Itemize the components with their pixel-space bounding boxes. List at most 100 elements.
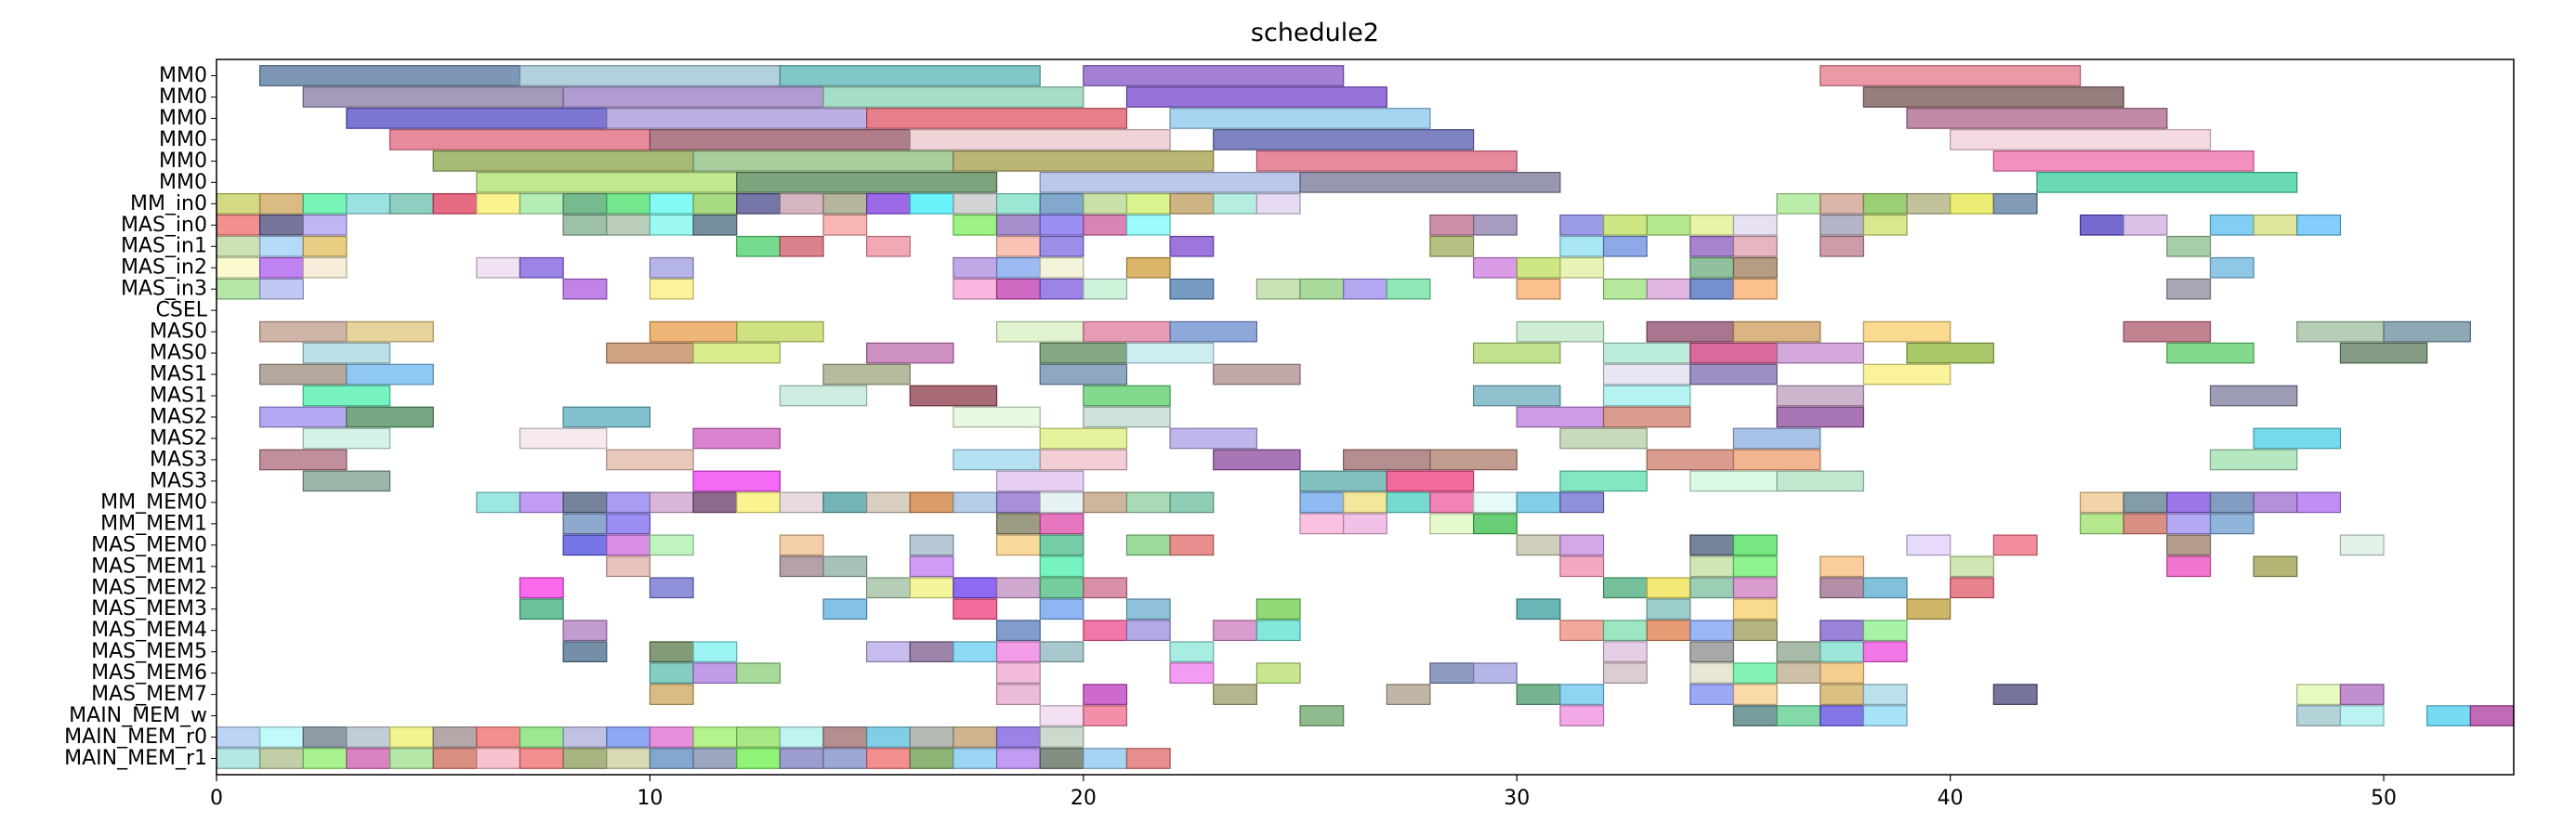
task-bar: [1169, 662, 1215, 684]
task-bar: [2253, 214, 2298, 236]
task-bar: [953, 150, 1215, 172]
row-label: MM_in0: [130, 192, 207, 216]
task-bar: [995, 320, 1084, 343]
task-bar: [519, 256, 564, 279]
task-bar: [1083, 278, 1128, 300]
task-bar: [1776, 641, 1821, 663]
task-bar: [866, 577, 911, 599]
task-bar: [649, 641, 694, 663]
row-label: MM0: [159, 171, 207, 194]
task-bar: [1083, 620, 1128, 642]
task-bar: [649, 491, 694, 514]
task-bar: [259, 320, 348, 343]
task-bar: [1255, 192, 1301, 215]
task-bar: [476, 748, 521, 769]
row-label: MAS0: [150, 320, 207, 344]
task-bar: [1559, 684, 1605, 705]
task-bar: [692, 748, 738, 769]
task-bar: [1213, 192, 1257, 215]
task-bar: [1646, 449, 1735, 471]
task-bar: [216, 192, 261, 215]
task-bar: [692, 641, 738, 663]
task-bar: [259, 256, 304, 279]
task-bar: [822, 598, 868, 620]
task-bar: [995, 235, 1041, 257]
task-bar: [1862, 641, 1908, 663]
task-bar: [1689, 214, 1735, 236]
task-bar: [1646, 214, 1691, 236]
task-bar: [302, 86, 564, 108]
task-bar: [1343, 491, 1387, 514]
task-bar: [1732, 278, 1778, 300]
task-bar: [346, 748, 391, 769]
task-bar: [606, 449, 694, 471]
task-bar: [1473, 385, 1561, 407]
task-bar: [2166, 235, 2212, 257]
task-bar: [302, 726, 348, 748]
x-tick-label: 30: [1504, 787, 1530, 810]
task-bar: [1732, 705, 1778, 726]
task-bar: [2253, 427, 2342, 450]
task-bar: [909, 491, 954, 514]
task-bar: [1689, 342, 1778, 364]
task-bar: [1473, 256, 1518, 279]
task-bar: [1125, 748, 1171, 769]
task-bar: [1602, 235, 1648, 257]
task-bar: [1516, 598, 1561, 620]
task-bar: [649, 577, 694, 599]
task-bar: [1473, 491, 1518, 514]
task-bar: [2339, 534, 2385, 556]
task-bar: [2079, 513, 2124, 535]
task-bar: [1429, 449, 1518, 471]
task-bar: [1776, 705, 1821, 726]
task-bar: [1169, 278, 1215, 300]
row-label: MAS_in2: [121, 256, 207, 280]
task-bar: [692, 726, 738, 748]
task-bar: [866, 342, 954, 364]
row-label: MAS1: [150, 385, 207, 408]
task-bar: [649, 278, 694, 300]
task-bar: [1125, 491, 1171, 514]
task-bar: [1299, 171, 1561, 193]
task-bar: [302, 214, 348, 236]
task-bar: [1950, 555, 1994, 578]
task-bar: [2209, 256, 2254, 279]
task-bar: [1429, 662, 1475, 684]
task-bar: [1776, 385, 1864, 407]
task-bar: [1776, 342, 1864, 364]
task-bar: [1039, 256, 1084, 279]
task-bar: [995, 662, 1041, 684]
task-bar: [1820, 620, 1864, 642]
row-label: MAS1: [150, 363, 207, 386]
task-bar: [909, 748, 954, 769]
task-bar: [995, 726, 1041, 748]
task-bar: [995, 620, 1041, 642]
task-bar: [822, 726, 868, 748]
task-bar: [432, 726, 478, 748]
task-bar: [1083, 748, 1128, 769]
task-bar: [606, 726, 651, 748]
task-bar: [2209, 513, 2254, 535]
task-bar: [519, 726, 564, 748]
task-bar: [995, 491, 1041, 514]
task-bar: [1083, 491, 1128, 514]
task-bar: [1559, 620, 1605, 642]
task-bar: [2339, 705, 2385, 726]
task-bar: [562, 406, 651, 428]
task-bar: [1039, 577, 1084, 599]
x-tick-label: 40: [1938, 787, 1964, 810]
task-bar: [1862, 363, 1952, 385]
task-bar: [1039, 278, 1084, 300]
task-bar: [1343, 513, 1387, 535]
task-bar: [866, 108, 1128, 129]
task-bar: [1602, 385, 1691, 407]
task-bar: [1169, 192, 1215, 215]
task-bar: [1862, 620, 1908, 642]
task-bar: [432, 748, 478, 769]
task-bar: [1559, 534, 1605, 556]
row-label: MM0: [159, 107, 207, 130]
task-bar: [1992, 192, 2038, 215]
task-bar: [692, 192, 738, 215]
task-bar: [606, 513, 651, 535]
task-bar: [259, 235, 304, 257]
